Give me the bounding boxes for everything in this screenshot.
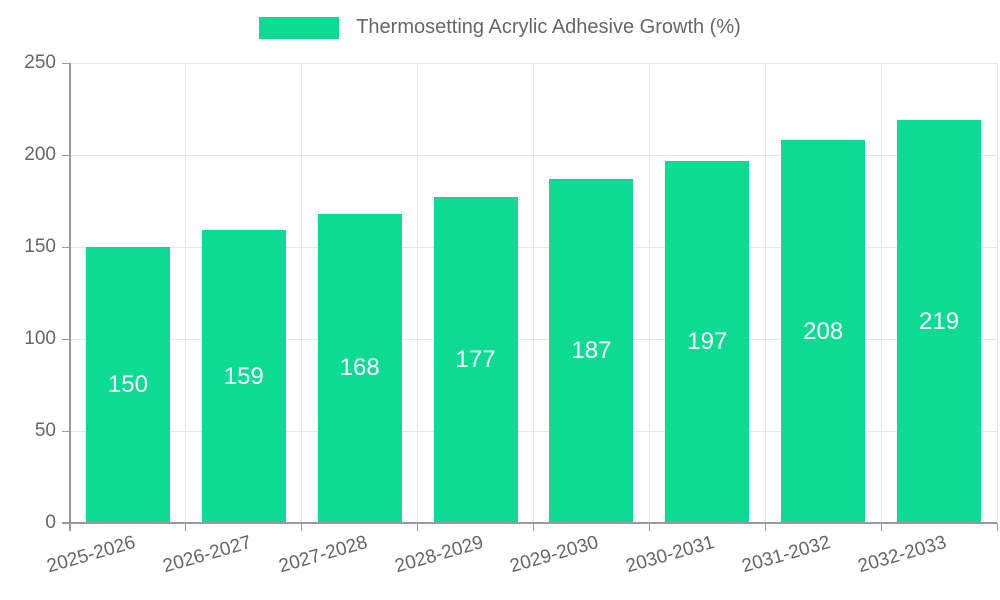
bar-value-label: 197 — [687, 327, 728, 355]
y-axis-tick-label: 100 — [24, 328, 56, 349]
y-axis-tick-label: 200 — [24, 144, 56, 165]
x-axis-tick-label: 2029-2030 — [508, 532, 602, 578]
bar-2032-2033[interactable]: 219 — [897, 120, 982, 523]
y-axis-line — [69, 63, 71, 531]
bar-value-label: 187 — [571, 336, 612, 364]
x-axis-tick-label: 2030-2031 — [623, 532, 718, 578]
x-axis-tick-label: 2032-2033 — [855, 532, 949, 578]
x-axis-tick — [417, 523, 419, 531]
y-axis-tick-label: 150 — [24, 236, 56, 257]
legend[interactable]: Thermosetting Acrylic Adhesive Growth (%… — [0, 16, 1000, 39]
bar-value-label: 168 — [339, 354, 380, 382]
y-axis-tick — [62, 62, 70, 64]
gridline-vertical — [185, 63, 187, 523]
y-axis-tick-label: 50 — [34, 420, 56, 441]
x-axis-tick-label: 2027-2028 — [276, 532, 370, 578]
x-axis-tick — [996, 523, 998, 531]
bar-value-label: 208 — [803, 317, 844, 345]
gridline-vertical — [417, 63, 419, 523]
y-axis-tick — [62, 430, 70, 432]
legend-swatch — [259, 16, 340, 39]
bar-2025-2026[interactable]: 150 — [85, 247, 170, 523]
gridline-vertical — [996, 63, 998, 523]
bar-value-label: 219 — [919, 307, 960, 335]
bar-2030-2031[interactable]: 197 — [665, 160, 750, 523]
gridline-vertical — [648, 63, 650, 523]
y-axis-tick-label: 250 — [24, 52, 56, 73]
bar-2026-2027[interactable]: 159 — [201, 230, 286, 523]
bar-value-label: 177 — [455, 346, 496, 374]
y-axis-tick — [62, 154, 70, 156]
bar-2029-2030[interactable]: 187 — [549, 178, 634, 523]
gridline-vertical — [764, 63, 766, 523]
x-axis-line — [62, 522, 997, 524]
x-axis-tick-label: 2025-2026 — [44, 532, 138, 578]
y-axis-tick — [62, 338, 70, 340]
bar-2027-2028[interactable]: 168 — [317, 213, 402, 523]
x-axis-tick — [533, 523, 534, 531]
bar-2031-2032[interactable]: 208 — [781, 140, 866, 523]
x-axis-tick-label: 2031-2032 — [739, 532, 833, 578]
x-axis-tick — [648, 523, 650, 531]
gridline-vertical — [301, 63, 303, 523]
bar-value-label: 159 — [223, 362, 264, 390]
gridline-vertical — [880, 63, 882, 523]
x-axis-tick — [301, 523, 303, 531]
x-axis-tick — [185, 523, 187, 531]
x-axis-tick — [880, 523, 882, 531]
y-axis-tick — [62, 246, 70, 248]
bar-2028-2029[interactable]: 177 — [433, 197, 518, 523]
y-axis-tick-label: 0 — [45, 512, 56, 533]
legend-label: Thermosetting Acrylic Adhesive Growth (%… — [356, 16, 741, 38]
gridline-vertical — [533, 63, 534, 523]
x-axis-tick-label: 2026-2027 — [160, 532, 254, 578]
x-axis-tick — [764, 523, 766, 531]
bar-value-label: 150 — [107, 371, 148, 398]
x-axis-tick-label: 2028-2029 — [392, 532, 486, 578]
